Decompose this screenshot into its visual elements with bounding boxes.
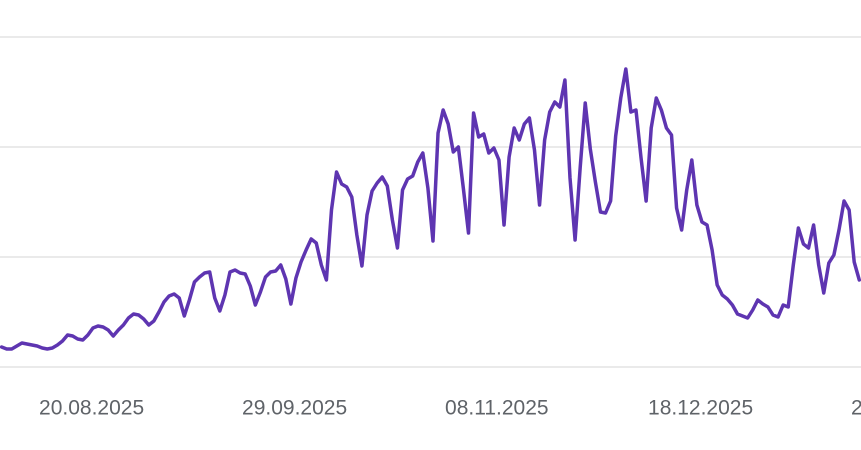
x-tick-label: 2 xyxy=(851,397,861,420)
x-tick-label: 29.09.2025 xyxy=(242,397,347,420)
x-tick-label: 08.11.2025 xyxy=(445,397,549,420)
line-series xyxy=(0,67,861,351)
x-tick-label: 20.08.2025 xyxy=(39,397,144,420)
x-tick-label: 18.12.2025 xyxy=(648,397,753,420)
